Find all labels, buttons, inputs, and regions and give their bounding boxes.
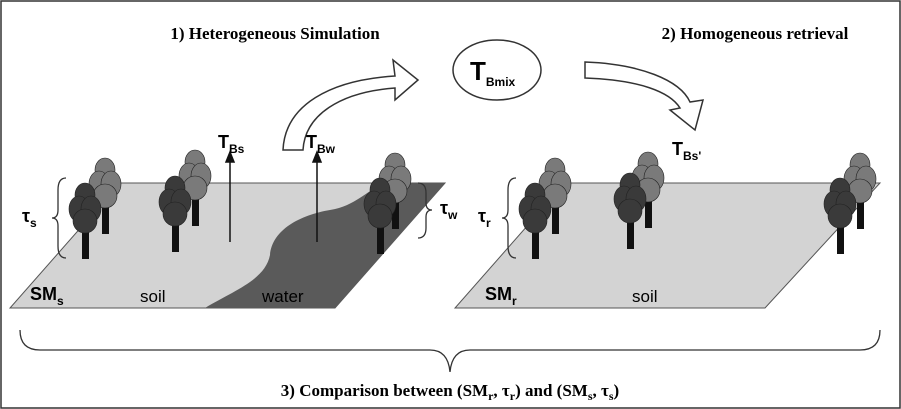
arrow-to-mix bbox=[282, 58, 420, 151]
tree-trunk bbox=[102, 200, 109, 234]
tb-mix: TBmix bbox=[470, 56, 516, 89]
caption: 3) Comparison between (SMr, τr) and (SMs… bbox=[281, 381, 619, 403]
tree-crown bbox=[827, 203, 853, 229]
soil-label: soil bbox=[140, 287, 166, 306]
tree-trunk bbox=[837, 220, 844, 254]
tree-crown bbox=[367, 203, 393, 229]
tree-crown bbox=[617, 198, 643, 224]
mix-ellipse bbox=[452, 39, 542, 101]
arrow-head bbox=[224, 149, 236, 163]
title-simulation: 1) Heterogeneous Simulation bbox=[170, 24, 380, 43]
arrow-head bbox=[311, 149, 323, 163]
tree-trunk bbox=[552, 200, 559, 234]
tb-retrieved: TBs' bbox=[672, 139, 701, 163]
tree-trunk bbox=[532, 225, 539, 259]
caption-text: ) bbox=[614, 381, 620, 400]
tree-trunk bbox=[172, 218, 179, 252]
caption-sub: r bbox=[488, 389, 494, 403]
caption-sub: r bbox=[510, 389, 516, 403]
tree-crown bbox=[162, 201, 188, 227]
sm-retrieved: SMr bbox=[485, 284, 517, 308]
brace bbox=[501, 177, 517, 259]
tree-trunk bbox=[857, 195, 864, 229]
tb-soil: TBs bbox=[218, 132, 245, 156]
tree-trunk bbox=[627, 215, 634, 249]
tree-crown bbox=[72, 208, 98, 234]
tree-trunk bbox=[192, 192, 199, 226]
tau-soil: τs bbox=[22, 206, 37, 230]
caption-sub: s bbox=[588, 389, 593, 403]
soil-label: soil bbox=[632, 287, 658, 306]
brace bbox=[51, 177, 67, 259]
tree-crown bbox=[522, 208, 548, 234]
caption-text: ) and (SM bbox=[515, 381, 588, 400]
tau-retrieved: τr bbox=[478, 206, 491, 230]
arrow-from-mix bbox=[584, 61, 705, 132]
tb-water: TBw bbox=[306, 132, 336, 156]
brace bbox=[417, 182, 433, 239]
caption-text: , τ bbox=[593, 381, 610, 400]
caption-text: 3) Comparison between (SM bbox=[281, 381, 488, 400]
tree-trunk bbox=[392, 195, 399, 229]
bottom-brace bbox=[19, 329, 881, 373]
tau-water: τw bbox=[440, 198, 458, 222]
tree-trunk bbox=[82, 225, 89, 259]
tree-trunk bbox=[645, 194, 652, 228]
water-label: water bbox=[261, 287, 304, 306]
caption-text: , τ bbox=[493, 381, 510, 400]
caption-sub: s bbox=[609, 389, 614, 403]
sm-soil: SMs bbox=[30, 284, 64, 308]
tree-trunk bbox=[377, 220, 384, 254]
title-retrieval: 2) Homogeneous retrieval bbox=[662, 24, 849, 43]
